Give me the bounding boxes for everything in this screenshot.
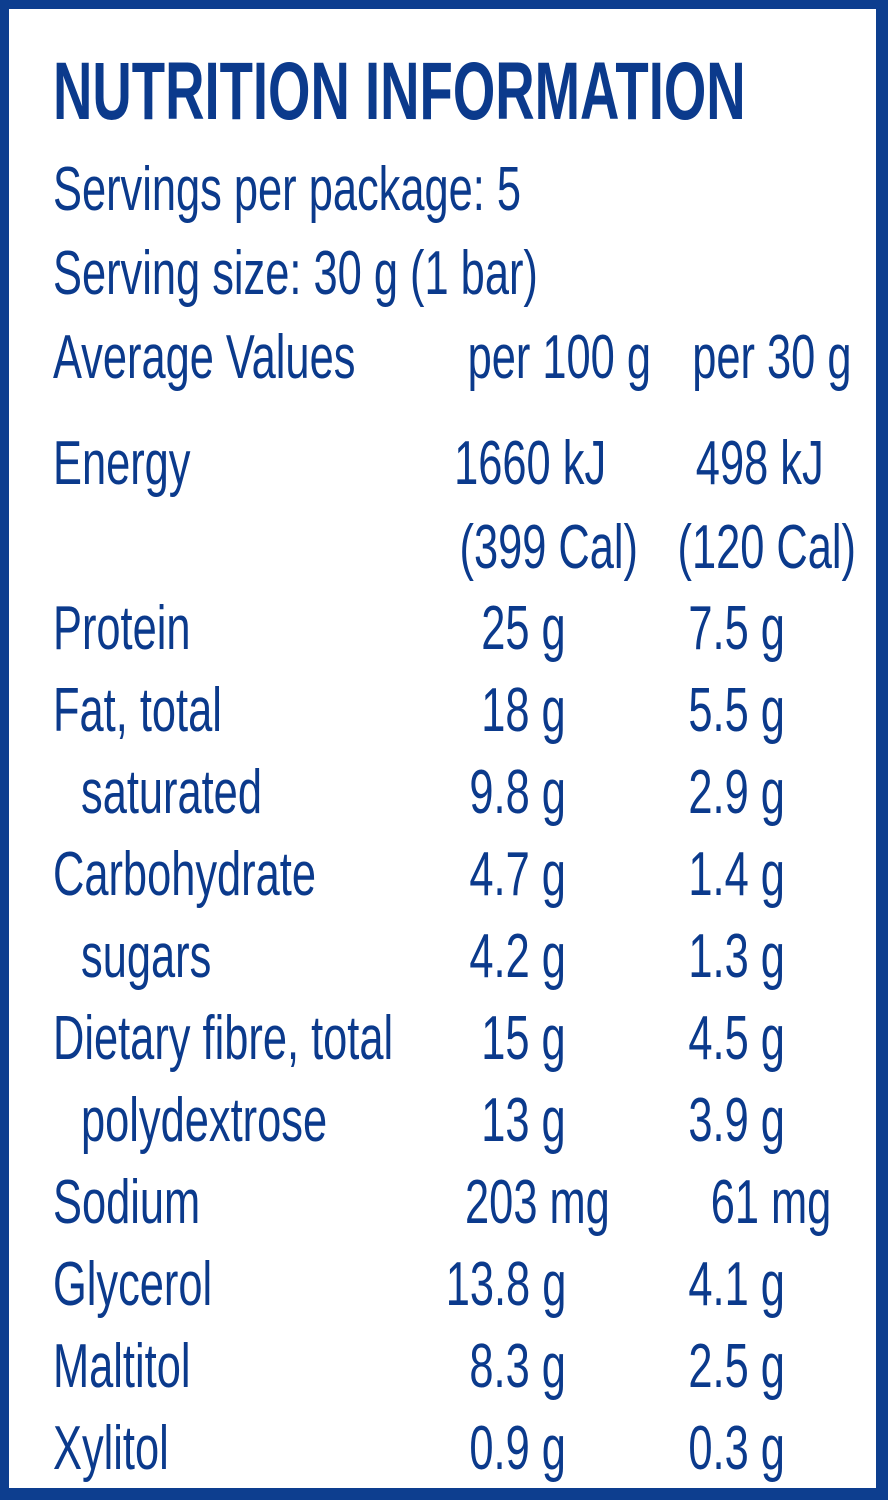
panel-title: NUTRITION INFORMATION: [53, 46, 746, 137]
row-label-energy: Energy: [53, 429, 191, 498]
row-value-energy-cal-per-100g: (399 Cal): [459, 513, 639, 582]
row-value-fat-total-per-serving: 5.5 g: [688, 676, 785, 745]
row-label-glycerol: Glycerol: [53, 1250, 213, 1319]
column-header-per-100g: per 100 g: [467, 323, 651, 392]
row-value-sugars-per-100g: 4.2 g: [469, 922, 566, 991]
row-value-xylitol-per-serving: 0.3 g: [688, 1414, 785, 1483]
row-label-polydextrose: polydextrose: [81, 1086, 328, 1155]
row-label-saturated: saturated: [81, 758, 262, 827]
column-header-name: Average Values: [53, 323, 356, 392]
row-value-protein-per-serving: 7.5 g: [688, 594, 785, 663]
row-value-energy-per-serving: 498 kJ: [696, 429, 824, 498]
row-label-carbohydrate: Carbohydrate: [53, 840, 316, 909]
row-value-sugars-per-serving: 1.3 g: [688, 922, 785, 991]
row-label-protein: Protein: [53, 594, 191, 663]
row-value-glycerol-per-100g: 13.8 g: [445, 1250, 566, 1319]
row-value-sodium-per-100g: 203 mg: [465, 1168, 610, 1237]
row-value-dietary-fibre-per-100g: 15 g: [481, 1004, 566, 1073]
row-value-saturated-per-100g: 9.8 g: [469, 758, 566, 827]
column-header-per-serving: per 30 g: [692, 323, 852, 392]
row-value-glycerol-per-serving: 4.1 g: [688, 1250, 785, 1319]
row-label-xylitol: Xylitol: [53, 1414, 169, 1483]
row-label-sodium: Sodium: [53, 1168, 201, 1237]
row-label-fat-total: Fat, total: [53, 676, 222, 745]
row-value-energy-cal-per-serving: (120 Cal): [677, 513, 857, 582]
row-label-dietary-fibre: Dietary fibre, total: [53, 1004, 394, 1073]
row-value-xylitol-per-100g: 0.9 g: [469, 1414, 566, 1483]
row-value-polydextrose-per-serving: 3.9 g: [688, 1086, 785, 1155]
row-value-sodium-per-serving: 61 mg: [710, 1168, 831, 1237]
row-value-fat-total-per-100g: 18 g: [481, 676, 566, 745]
servings-per-package: Servings per package: 5: [53, 155, 522, 224]
row-value-dietary-fibre-per-serving: 4.5 g: [688, 1004, 785, 1073]
row-value-maltitol-per-serving: 2.5 g: [688, 1332, 785, 1401]
row-value-carbohydrate-per-serving: 1.4 g: [688, 840, 785, 909]
row-label-maltitol: Maltitol: [53, 1332, 191, 1401]
serving-size: Serving size: 30 g (1 bar): [53, 239, 538, 308]
row-value-polydextrose-per-100g: 13 g: [481, 1086, 566, 1155]
row-value-protein-per-100g: 25 g: [481, 594, 566, 663]
row-value-maltitol-per-100g: 8.3 g: [469, 1332, 566, 1401]
row-value-carbohydrate-per-100g: 4.7 g: [469, 840, 566, 909]
row-value-energy-per-100g: 1660 kJ: [453, 429, 606, 498]
row-value-saturated-per-serving: 2.9 g: [688, 758, 785, 827]
row-label-sugars: sugars: [81, 922, 212, 991]
